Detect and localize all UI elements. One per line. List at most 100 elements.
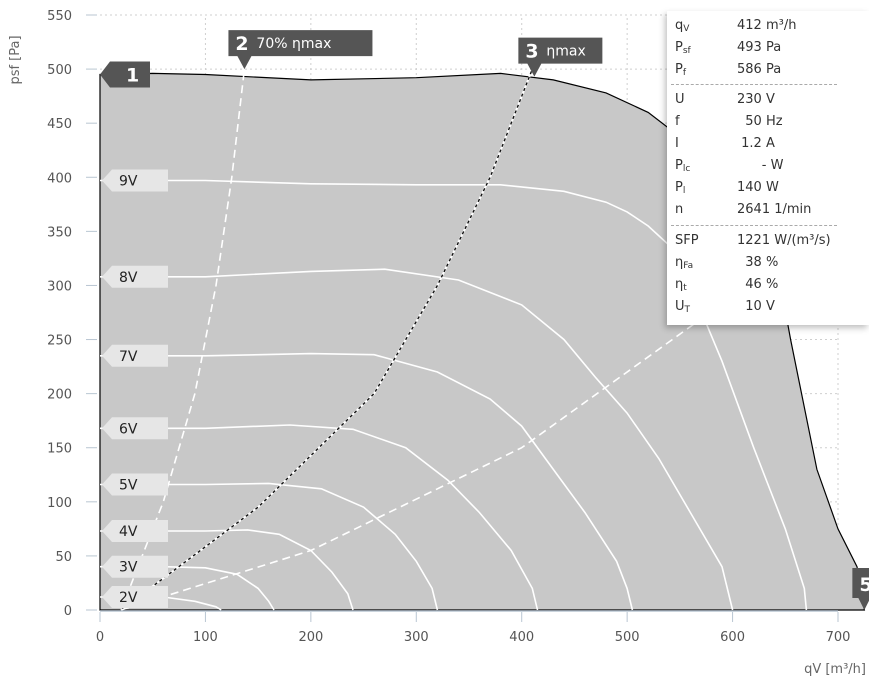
info-symbol-base: P	[675, 62, 683, 77]
info-symbol-base: U	[675, 299, 685, 314]
info-symbol-base: P	[675, 158, 683, 173]
info-symbol-base: f	[675, 114, 680, 129]
info-row: qV 412 m³/h	[667, 15, 869, 37]
marker-label: 70% ηmax	[256, 36, 331, 52]
info-symbol: ηFa	[675, 252, 693, 277]
curve-7V	[100, 352, 634, 611]
info-row: n 2641 1/min	[667, 199, 869, 221]
info-value: - W	[737, 158, 784, 173]
info-symbol-base: n	[675, 202, 684, 217]
info-row: SFP 1221 W/(m³/s)	[667, 230, 869, 252]
curve-5V	[100, 482, 439, 611]
info-symbol: UT	[675, 296, 690, 321]
y-tick-label: 400	[47, 171, 72, 186]
curve-4V	[100, 529, 354, 611]
info-symbol-base: U	[675, 92, 685, 107]
y-tick-label: 150	[47, 442, 72, 457]
info-separator	[671, 225, 837, 226]
marker-number: 3	[525, 41, 538, 63]
info-symbol-subscript: sf	[682, 46, 691, 56]
info-symbol-subscript: T	[684, 305, 691, 315]
x-tick-label: 300	[404, 630, 429, 645]
info-symbol-subscript: l	[682, 186, 686, 196]
info-symbol-base: η	[675, 277, 684, 292]
y-axis-title: psf [Pa]	[8, 35, 23, 84]
info-value: 10 V	[737, 299, 775, 314]
info-row: Psf 493 Pa	[667, 37, 869, 59]
info-row: Plc - W	[667, 155, 869, 177]
y-tick-label: 250	[47, 334, 72, 349]
info-row: ηt 46 %	[667, 274, 869, 296]
info-symbol-base: P	[675, 40, 683, 55]
marker-label: ηmax	[546, 44, 585, 60]
y-tick-label: 550	[47, 9, 72, 24]
voltage-label: 2V	[119, 590, 138, 606]
voltage-label: 3V	[119, 560, 138, 576]
operating-point-panel: qV 412 m³/h Psf 493 Pa Pf 586 Pa U 230 V f 50 Hz…	[667, 11, 869, 325]
info-symbol-base: I	[675, 136, 679, 151]
info-symbol-base: P	[675, 180, 683, 195]
info-symbol: qV	[675, 15, 689, 40]
info-value: 230 V	[737, 92, 775, 107]
voltage-label: 5V	[119, 478, 138, 494]
x-tick-label: 0	[96, 630, 104, 645]
info-value: 46 %	[737, 277, 779, 292]
y-tick-label: 200	[47, 388, 72, 403]
info-symbol: Plc	[675, 155, 690, 180]
info-value: 586 Pa	[737, 62, 782, 77]
marker-2	[228, 30, 373, 70]
marker-3	[518, 37, 603, 77]
eta-max-curve	[120, 68, 533, 611]
voltage-label: 7V	[119, 349, 138, 365]
info-row: Pl 140 W	[667, 177, 869, 199]
voltage-tag	[102, 555, 168, 578]
info-symbol: Pl	[675, 177, 685, 202]
y-tick-label: 350	[47, 225, 72, 240]
info-value: 1.2 A	[737, 136, 775, 151]
y-tick-label: 100	[47, 496, 72, 511]
info-symbol: n	[675, 199, 683, 221]
info-value: 412 m³/h	[737, 18, 797, 33]
info-separator	[671, 84, 837, 85]
voltage-labels: 9V 8V 7V 6V 5V 4V 3V 2V	[102, 169, 168, 609]
y-tick-label: 0	[64, 604, 72, 619]
info-symbol: Psf	[675, 37, 691, 62]
x-tick-label: 700	[826, 630, 851, 645]
marker-number: 1	[126, 65, 139, 87]
info-value: 38 %	[737, 255, 779, 270]
marker-1	[100, 61, 150, 88]
info-symbol: I	[675, 133, 679, 155]
axes: psf [Pa] qV [m³/h] 050100150200250300350…	[8, 9, 866, 677]
info-value: 140 W	[737, 180, 779, 195]
info-row: f 50 Hz	[667, 111, 869, 133]
x-tick-label: 600	[720, 630, 745, 645]
info-symbol-subscript: lc	[682, 164, 691, 174]
info-symbol: ηt	[675, 274, 687, 299]
info-row: U 230 V	[667, 89, 869, 111]
info-value: 493 Pa	[737, 40, 782, 55]
info-symbol-subscript: t	[683, 283, 687, 293]
voltage-tag	[102, 265, 168, 288]
info-symbol-base: q	[675, 18, 684, 33]
info-value: 2641 1/min	[737, 202, 812, 217]
curve-8V	[100, 268, 734, 611]
voltage-tag	[102, 586, 168, 609]
y-tick-label: 450	[47, 117, 72, 132]
voltage-label: 9V	[119, 174, 138, 190]
voltage-label: 8V	[119, 270, 138, 286]
marker-5	[852, 568, 869, 610]
info-row: ηFa 38 %	[667, 252, 869, 274]
info-symbol: U	[675, 89, 685, 111]
info-symbol-base: SFP	[675, 233, 699, 248]
y-tick-label: 300	[47, 279, 72, 294]
info-value: 1221 W/(m³/s)	[737, 233, 831, 248]
curve-6V	[100, 424, 539, 611]
voltage-tag	[102, 169, 168, 192]
info-symbol: f	[675, 111, 680, 133]
x-tick-label: 100	[193, 630, 218, 645]
voltage-label: 6V	[119, 421, 138, 437]
x-tick-label: 400	[509, 630, 534, 645]
info-value: 50 Hz	[737, 114, 783, 129]
voltage-tag	[102, 520, 168, 543]
info-symbol-subscript: f	[682, 68, 687, 78]
